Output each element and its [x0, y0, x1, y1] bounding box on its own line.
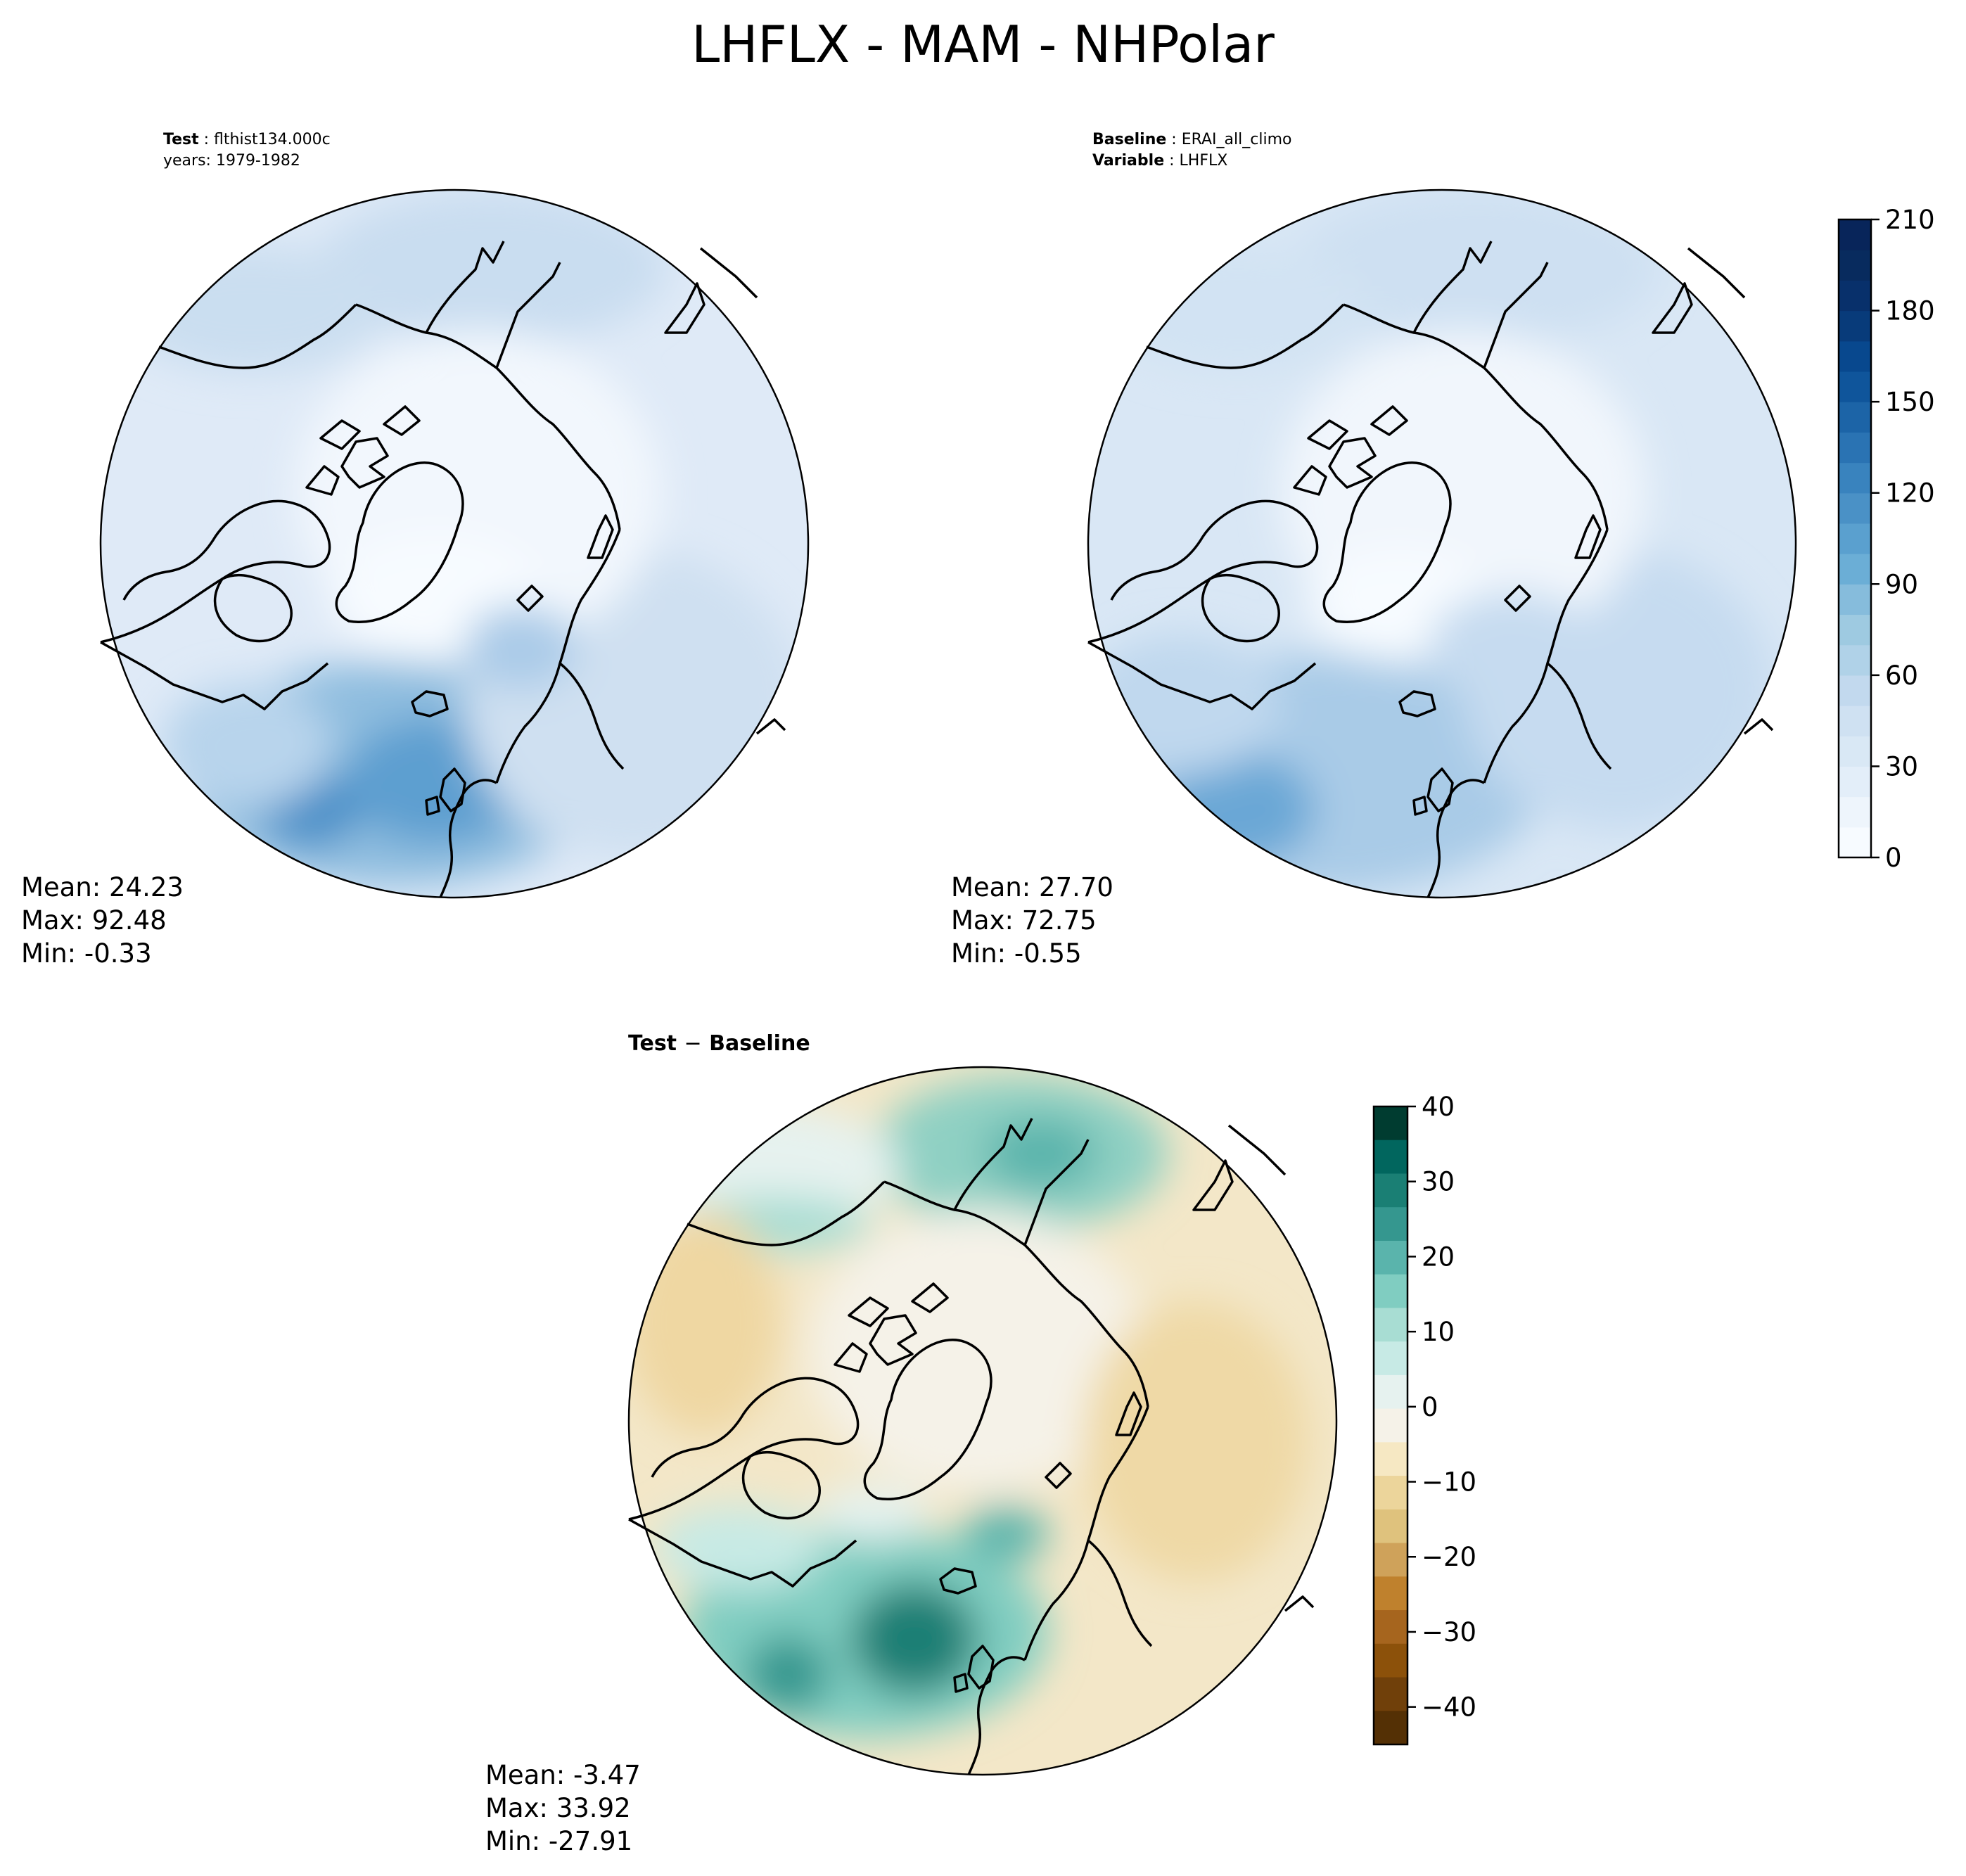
main-colorbar-frame — [1837, 218, 1872, 859]
main-colorbar-segment — [1839, 706, 1871, 736]
main-colorbar-segment — [1839, 827, 1871, 858]
figure-title: LHFLX - MAM - NHPolar — [691, 15, 1275, 74]
difference-colorbar-segment — [1374, 1274, 1408, 1309]
main-colorbar-segment — [1839, 614, 1871, 646]
difference-colorbar-tick-label: 0 — [1422, 1392, 1438, 1422]
test-mean: Mean: 24.23 — [21, 872, 184, 902]
test-label-value: flthist134.000c — [214, 131, 331, 148]
main-colorbar-segment — [1839, 340, 1871, 372]
test-min: Min: -0.33 — [21, 938, 152, 969]
difference-colorbar-segment — [1374, 1374, 1408, 1410]
difference-colorbar-segment — [1374, 1207, 1408, 1242]
difference-colorbar-tick-label: 20 — [1422, 1242, 1455, 1272]
difference-colorbar-segment — [1374, 1711, 1408, 1745]
main-colorbar-tick-label: 210 — [1885, 205, 1935, 235]
difference-colorbar-segment — [1374, 1476, 1408, 1510]
baseline-stats: Mean: 27.70 Max: 72.75 Min: -0.55 — [951, 871, 1113, 970]
difference-min: Min: -27.91 — [485, 1826, 633, 1856]
difference-colorbar-tick-label: 40 — [1422, 1092, 1455, 1122]
difference-mean: Mean: -3.47 — [485, 1760, 641, 1790]
baseline-max: Max: 72.75 — [951, 905, 1097, 936]
main-colorbar-segment — [1839, 584, 1871, 615]
difference-colorbar-tick-label: −30 — [1422, 1617, 1476, 1647]
main-colorbar-segment — [1839, 736, 1871, 767]
difference-colorbar-tick-label: −10 — [1422, 1467, 1476, 1498]
difference-colorbar-segment — [1374, 1610, 1408, 1645]
main-colorbar-segment — [1839, 402, 1871, 433]
main-colorbar-tick-label: 180 — [1885, 296, 1935, 326]
baseline-map — [1087, 189, 1797, 899]
main-colorbar-segment — [1839, 766, 1871, 798]
difference-colorbar-segment — [1374, 1408, 1408, 1443]
main-colorbar-segment — [1839, 796, 1871, 828]
main-colorbar-tick-label: 60 — [1885, 661, 1918, 691]
difference-colorbar-segment — [1374, 1643, 1408, 1678]
test-map-boundary — [99, 189, 810, 899]
difference-colorbar-segment — [1374, 1509, 1408, 1544]
difference-colorbar-frame — [1372, 1105, 1409, 1746]
main-colorbar-segment — [1839, 644, 1871, 676]
baseline-label: Baseline : ERAI_all_climo Variable : LHF… — [1092, 131, 1292, 170]
variable-label-value: LHFLX — [1179, 152, 1228, 170]
difference-map-boundary — [627, 1066, 1338, 1776]
difference-title-test: Test — [628, 1031, 677, 1056]
main-colorbar-segment — [1839, 554, 1871, 585]
test-max: Max: 92.48 — [21, 905, 167, 936]
difference-colorbar-segment — [1374, 1677, 1408, 1711]
difference-map — [627, 1066, 1338, 1776]
main-colorbar-segment — [1839, 371, 1871, 402]
baseline-min: Min: -0.55 — [951, 938, 1082, 969]
difference-colorbar-segment — [1374, 1308, 1408, 1342]
main-colorbar: 0 30 60 90 120 150 180 210 — [1837, 205, 1935, 873]
main-colorbar-tick-label: 150 — [1885, 387, 1935, 417]
main-colorbar-segment — [1839, 250, 1871, 281]
main-colorbar-segment — [1839, 492, 1871, 524]
baseline-mean: Mean: 27.70 — [951, 872, 1113, 902]
difference-colorbar-segment — [1374, 1173, 1408, 1208]
main-colorbar-segment — [1839, 280, 1871, 312]
main-colorbar-tick-label: 90 — [1885, 569, 1918, 599]
test-label-key: Test — [163, 131, 199, 148]
main-colorbar-tick-label: 120 — [1885, 478, 1935, 509]
difference-stats: Mean: -3.47 Max: 33.92 Min: -27.91 — [485, 1759, 641, 1858]
difference-max: Max: 33.92 — [485, 1793, 631, 1823]
main-colorbar-tick-label: 0 — [1885, 843, 1902, 873]
difference-colorbar: 40 30 20 10 0 −10 −20 −30 −40 — [1372, 1092, 1476, 1746]
main-colorbar-segment — [1839, 310, 1871, 342]
difference-colorbar-segment — [1374, 1341, 1408, 1376]
difference-colorbar-segment — [1374, 1106, 1408, 1141]
difference-colorbar-segment — [1374, 1576, 1408, 1611]
difference-title-baseline: Baseline — [709, 1031, 810, 1056]
difference-colorbar-tick-label: 10 — [1422, 1317, 1455, 1347]
test-map — [99, 189, 810, 899]
main-colorbar-segment — [1839, 462, 1871, 494]
difference-title: Test − Baseline — [628, 1031, 810, 1056]
difference-title-sep: − — [684, 1031, 702, 1056]
baseline-label-value: ERAI_all_climo — [1181, 131, 1292, 148]
variable-label-key: Variable — [1092, 152, 1165, 170]
difference-colorbar-segment — [1374, 1240, 1408, 1275]
difference-colorbar-segment — [1374, 1543, 1408, 1577]
test-stats: Mean: 24.23 Max: 92.48 Min: -0.33 — [21, 871, 184, 970]
main-colorbar-segment — [1839, 523, 1871, 554]
main-colorbar-segment — [1839, 432, 1871, 464]
main-colorbar-segment — [1839, 219, 1871, 250]
main-colorbar-tick-label: 30 — [1885, 751, 1918, 781]
baseline-label-key: Baseline — [1092, 131, 1167, 148]
test-label: Test : flthist134.000c years: 1979-1982 — [163, 129, 331, 172]
difference-colorbar-segment — [1374, 1140, 1408, 1175]
difference-colorbar-tick-label: −40 — [1422, 1692, 1476, 1723]
difference-colorbar-segment — [1374, 1442, 1408, 1476]
main-colorbar-segment — [1839, 675, 1871, 706]
difference-colorbar-tick-label: 30 — [1422, 1167, 1455, 1197]
difference-colorbar-tick-label: −20 — [1422, 1542, 1476, 1572]
baseline-map-boundary — [1087, 189, 1797, 899]
test-years: years: 1979-1982 — [163, 152, 300, 170]
